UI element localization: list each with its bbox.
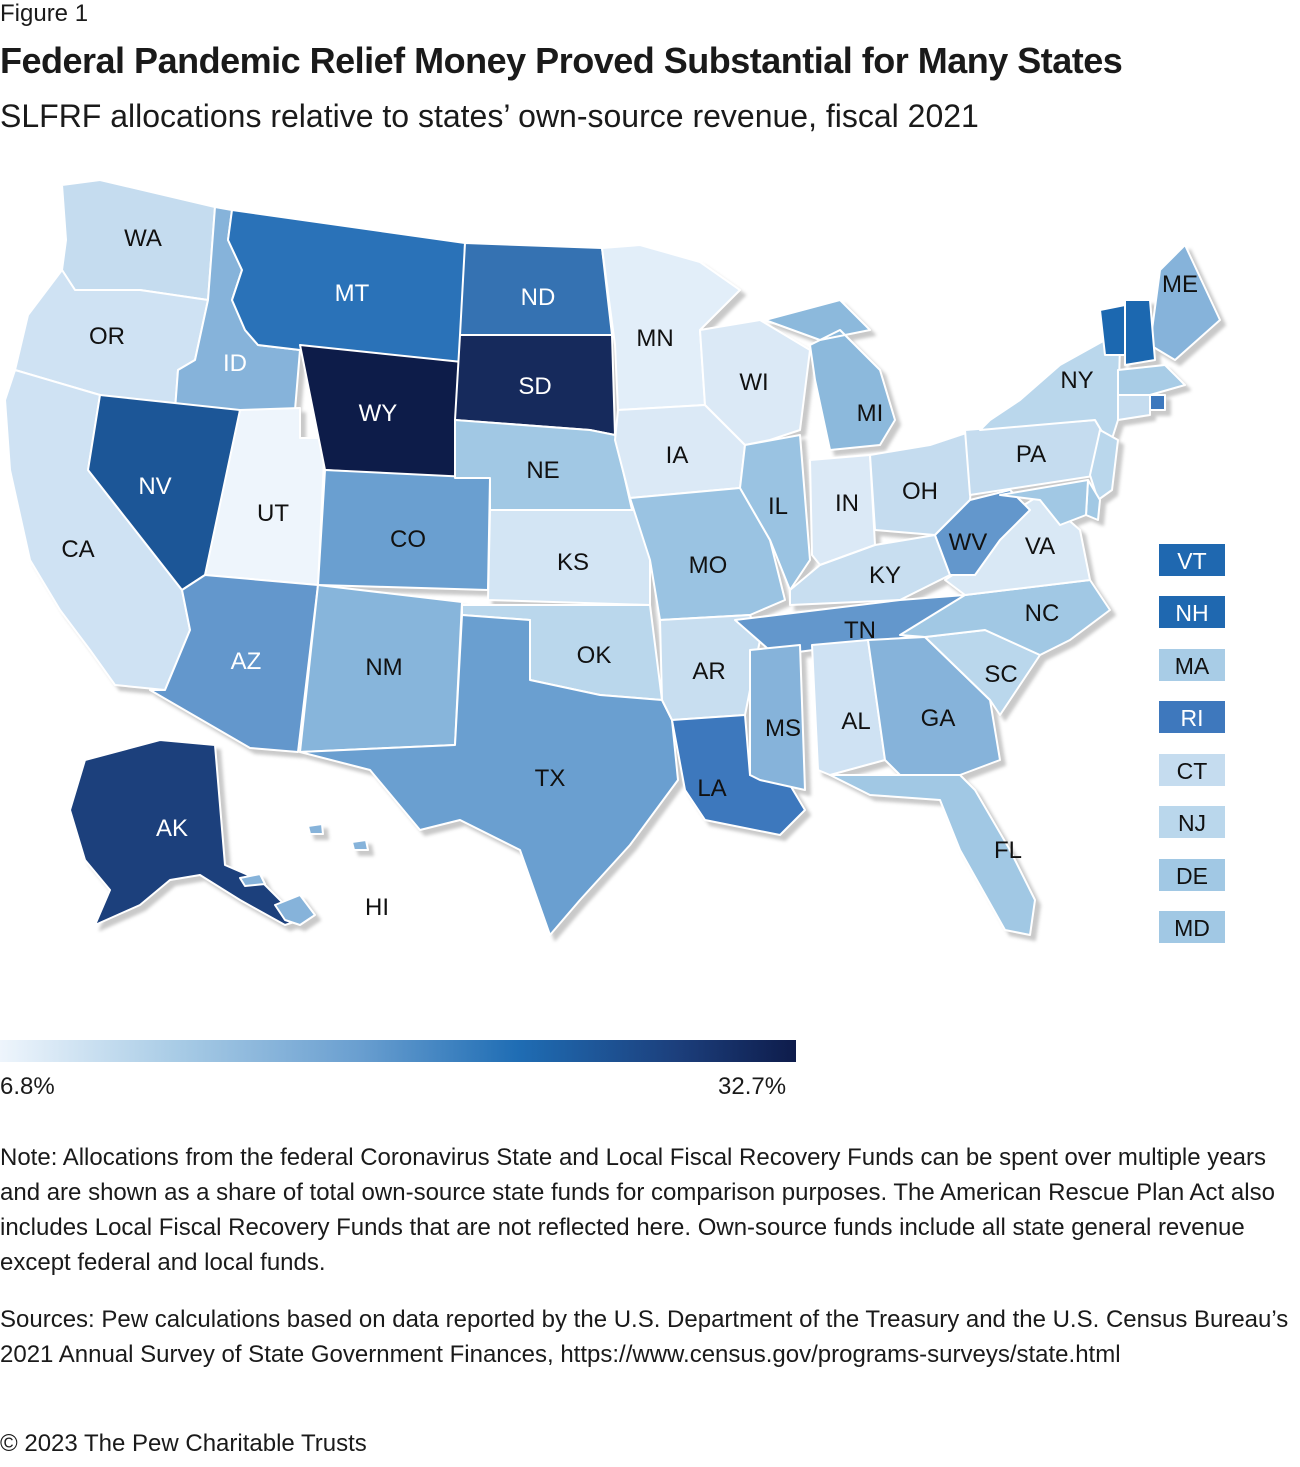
state-me [1149, 244, 1221, 361]
copyright-text: © 2023 The Pew Charitable Trusts [0, 1430, 367, 1457]
state-mi [764, 299, 896, 451]
callout-label-ma: MA [1175, 653, 1210, 679]
state-label-ms: MS [765, 715, 801, 742]
state-label-ar: AR [692, 658, 725, 685]
state-label-ne: NE [526, 457, 559, 484]
state-label-ia: IA [666, 442, 689, 469]
callout-label-nh: NH [1175, 600, 1208, 626]
state-label-nd: ND [521, 284, 556, 311]
state-label-sd: SD [518, 373, 551, 400]
state-ms [749, 644, 806, 791]
state-label-ks: KS [557, 549, 589, 576]
state-nj [1089, 429, 1119, 501]
state-label-ok: OK [577, 642, 612, 669]
state-label-mt: MT [335, 280, 370, 307]
state-label-wi: WI [739, 369, 768, 396]
state-label-al: AL [841, 708, 870, 735]
callout-label-md: MD [1174, 915, 1210, 941]
state-label-ny: NY [1060, 367, 1093, 394]
state-label-pa: PA [1016, 441, 1046, 468]
state-label-fl: FL [994, 837, 1022, 864]
state-al [811, 639, 886, 776]
state-label-ak: AK [156, 815, 188, 842]
state-la [671, 714, 806, 836]
state-label-me: ME [1162, 271, 1198, 298]
callout-box-de [1159, 859, 1225, 891]
state-hi [239, 823, 369, 926]
state-label-id: ID [223, 350, 247, 377]
state-ma [1117, 364, 1186, 396]
page-title: Federal Pandemic Relief Money Proved Sub… [0, 40, 1123, 81]
state-wi [699, 319, 811, 446]
state-label-nv: NV [138, 473, 171, 500]
state-label-mi: MI [857, 400, 884, 427]
state-label-oh: OH [902, 478, 938, 505]
state-ct [1117, 394, 1151, 421]
state-label-il: IL [768, 493, 788, 520]
state-fl [829, 774, 1036, 936]
state-label-az: AZ [231, 648, 262, 675]
legend-min-label: 6.8% [0, 1073, 55, 1100]
callout-box-ma [1159, 649, 1225, 681]
state-label-or: OR [89, 323, 125, 350]
state-nh [1124, 299, 1156, 366]
state-label-ky: KY [869, 562, 901, 589]
state-label-va: VA [1025, 533, 1055, 560]
state-label-nc: NC [1025, 600, 1060, 627]
callout-box-ct [1159, 754, 1225, 786]
state-label-tn: TN [844, 617, 876, 644]
callout-box-ri [1159, 701, 1225, 733]
state-wv [934, 489, 1031, 576]
callout-box-vt [1159, 544, 1225, 576]
state-vt [1099, 304, 1126, 356]
callout-label-de: DE [1176, 863, 1208, 889]
callout-label-nj: NJ [1178, 810, 1206, 836]
callout-label-ct: CT [1177, 758, 1208, 784]
callout-box-md [1159, 911, 1225, 943]
state-label-ut: UT [257, 500, 289, 527]
callout-box-nh [1159, 596, 1225, 628]
state-label-tx: TX [535, 765, 566, 792]
state-label-sc: SC [984, 661, 1017, 688]
callout-label-vt: VT [1177, 548, 1206, 574]
state-label-hi: HI [365, 894, 389, 921]
state-label-mo: MO [689, 552, 728, 579]
state-md [999, 479, 1089, 526]
state-label-in: IN [835, 490, 859, 517]
figure-label: Figure 1 [0, 0, 89, 27]
callout-box-nj [1159, 806, 1225, 838]
state-label-wv: WV [949, 529, 988, 556]
state-tx [299, 614, 679, 936]
state-label-co: CO [390, 526, 426, 553]
legend-color-scale [0, 1040, 796, 1062]
state-label-nm: NM [365, 654, 402, 681]
legend-max-label: 32.7% [718, 1073, 787, 1100]
state-ri [1149, 394, 1166, 411]
callout-label-ri: RI [1181, 705, 1204, 731]
note-text: Note: Allocations from the federal Coron… [0, 1144, 1275, 1276]
state-label-mn: MN [636, 325, 673, 352]
sources-text: Sources: Pew calculations based on data … [0, 1306, 1289, 1368]
state-label-ca: CA [61, 536, 94, 563]
page-subtitle: SLFRF allocations relative to states’ ow… [0, 98, 979, 134]
state-label-la: LA [697, 775, 726, 802]
state-label-wa: WA [124, 225, 162, 252]
state-label-wy: WY [359, 400, 398, 427]
state-label-ga: GA [921, 705, 956, 732]
us-choropleth-map: WA OR CA ID NV UT AZ MT WY CO NM ND SD NE KS OK TX MN IA MO… [4, 179, 1225, 943]
